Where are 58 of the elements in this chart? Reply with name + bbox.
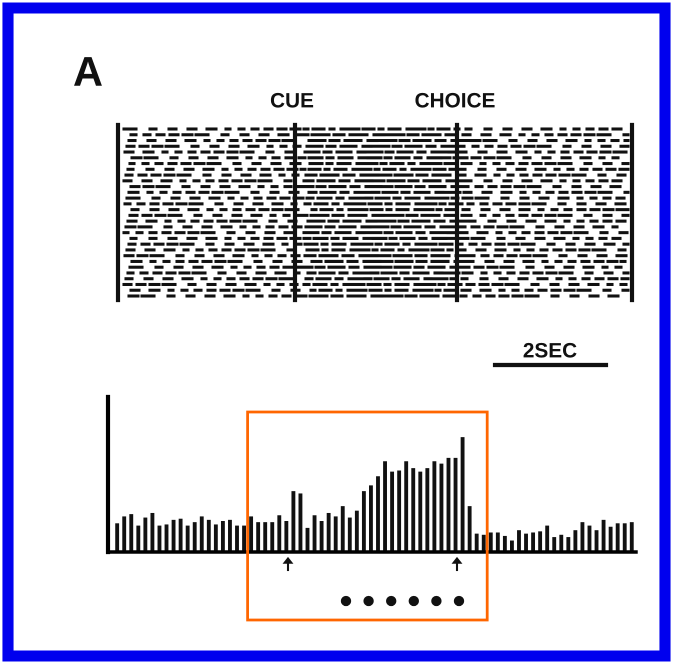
bar [284, 521, 288, 552]
bar [214, 524, 218, 552]
bar [496, 532, 500, 552]
bar [397, 470, 402, 552]
bar [580, 522, 584, 552]
bar [291, 491, 296, 552]
bar [588, 526, 592, 552]
bar [150, 512, 154, 552]
bar [186, 526, 190, 552]
bar [235, 526, 239, 552]
bar [376, 476, 380, 552]
bar [460, 437, 465, 552]
bar [256, 522, 260, 552]
bar [446, 458, 450, 552]
bar [306, 528, 310, 552]
bar [454, 458, 458, 552]
text: 2SEC [524, 342, 577, 358]
bar [425, 468, 430, 552]
text: CUE [270, 92, 314, 108]
bar [369, 485, 373, 552]
bar [354, 510, 359, 552]
bar [228, 520, 232, 552]
bar [390, 472, 394, 552]
bar [616, 523, 620, 552]
bar [566, 537, 570, 552]
bar [158, 526, 162, 552]
bar [602, 520, 606, 552]
bar [164, 524, 168, 552]
bar [573, 530, 578, 552]
bar [383, 461, 387, 552]
bar [502, 536, 507, 552]
bar [594, 530, 598, 552]
bar [510, 540, 514, 552]
bar [242, 526, 246, 552]
bar [531, 532, 536, 552]
bar [312, 515, 316, 552]
bar [468, 506, 472, 552]
bar [545, 526, 550, 552]
bar [362, 491, 366, 552]
bar [115, 523, 120, 552]
text: CHOICE [415, 92, 495, 108]
bar [326, 512, 331, 552]
bar [517, 530, 521, 552]
bar [298, 493, 302, 552]
bar [143, 518, 148, 552]
bar [524, 534, 528, 552]
bar [172, 520, 176, 552]
bar [178, 518, 183, 552]
bar [474, 534, 479, 552]
bar [136, 526, 140, 552]
bar [220, 521, 225, 552]
text: A [74, 57, 102, 86]
bar [538, 531, 542, 552]
bar [432, 461, 436, 552]
bar [320, 521, 324, 552]
bar [249, 516, 254, 552]
bar [608, 526, 613, 552]
bar [440, 464, 444, 552]
